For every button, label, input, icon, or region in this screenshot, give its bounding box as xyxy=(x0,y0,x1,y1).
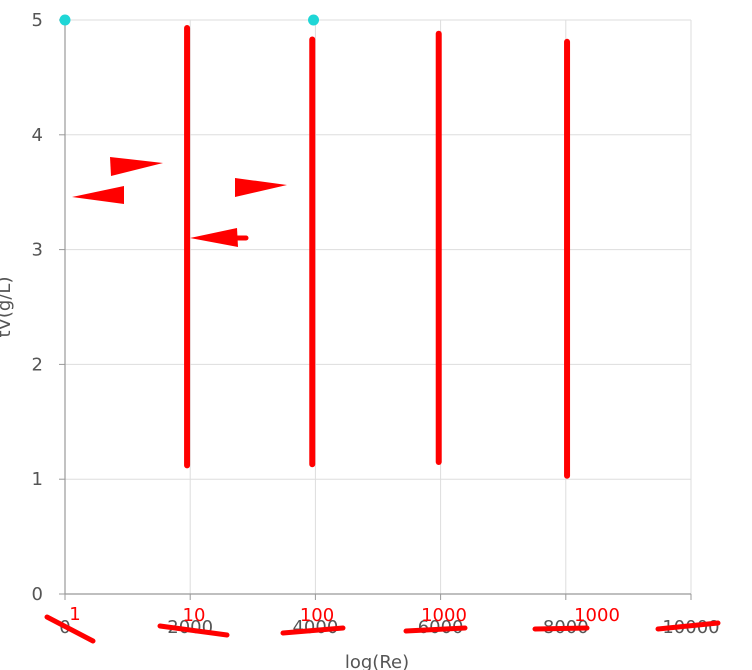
y-tick-label: 3 xyxy=(32,240,43,261)
ticks: 0200040006000800010000012345 xyxy=(32,10,720,638)
data-point xyxy=(59,14,71,26)
annotation-label: 10 xyxy=(183,605,206,626)
series xyxy=(184,25,571,479)
annotation-stroke xyxy=(655,620,721,632)
grid xyxy=(65,19,692,594)
annotations: 1 10 100 1000 1000 xyxy=(44,157,721,644)
annotation-stroke xyxy=(532,625,590,632)
y-axis-title: tV(g/L) xyxy=(0,277,15,338)
annotation-stroke xyxy=(157,623,230,638)
y-tick-label: 2 xyxy=(32,354,43,375)
points xyxy=(59,14,320,26)
x-axis-title: log(Re) xyxy=(345,652,409,670)
annotation-stroke xyxy=(403,625,468,634)
annotation-flag xyxy=(72,186,124,204)
annotation-label: 1 xyxy=(69,604,80,625)
y-tick-label: 1 xyxy=(32,469,43,490)
annotation-label: 1000 xyxy=(574,605,620,626)
annotation-flag xyxy=(190,228,238,247)
annotation-flag xyxy=(110,157,163,176)
y-tick-label: 5 xyxy=(32,10,43,31)
data-point xyxy=(308,14,320,26)
axes xyxy=(59,19,692,600)
annotation-flag xyxy=(235,178,287,197)
annotation-stroke xyxy=(44,614,96,644)
annotation-label: 1000 xyxy=(421,605,467,626)
y-tick-label: 4 xyxy=(32,125,43,146)
y-tick-label: 0 xyxy=(32,584,43,605)
annotation-stroke xyxy=(280,625,346,636)
annotation-label: 100 xyxy=(300,605,334,626)
